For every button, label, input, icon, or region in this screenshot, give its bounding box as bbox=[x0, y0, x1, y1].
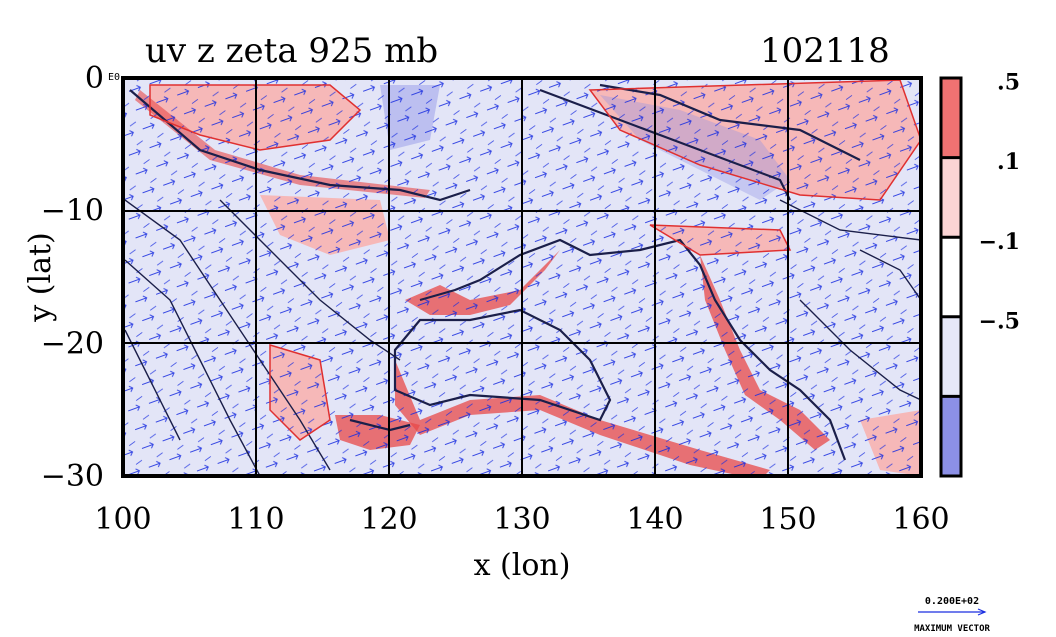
colorbar-label: .1 bbox=[997, 149, 1020, 175]
chart-timestamp: 102118 bbox=[760, 31, 890, 71]
x-tick-label: 100 bbox=[94, 502, 151, 537]
positive-contours bbox=[149, 79, 921, 441]
vector-legend-label: MAXIMUM VECTOR bbox=[914, 624, 990, 634]
coastlines bbox=[129, 83, 861, 461]
colorbar-frame bbox=[939, 76, 963, 478]
x-axis-label: x (lon) bbox=[474, 548, 571, 583]
colorbar-label: −.5 bbox=[979, 308, 1020, 334]
y-axis-ticks: 0 −10 −20 −30 bbox=[41, 61, 104, 494]
colorbar-segment bbox=[941, 237, 961, 317]
colorbar-segment bbox=[941, 316, 961, 397]
x-tick-label: 160 bbox=[892, 502, 949, 537]
vector-legend-arrowhead bbox=[977, 608, 987, 616]
x-tick-label: 110 bbox=[227, 502, 284, 537]
x-tick-label: 130 bbox=[493, 502, 550, 537]
y-tick-extra-label: E0 bbox=[108, 72, 120, 83]
y-tick-label: −30 bbox=[41, 459, 104, 494]
y-tick-label: −20 bbox=[41, 326, 104, 361]
x-tick-label: 140 bbox=[626, 502, 683, 537]
x-tick-label: 120 bbox=[360, 502, 417, 537]
y-tick-label: −10 bbox=[41, 194, 104, 229]
plot-frame bbox=[121, 76, 923, 478]
vector-legend-value: 0.200E+02 bbox=[925, 596, 979, 607]
colorbar-segment bbox=[941, 396, 961, 476]
y-tick-label: 0 bbox=[85, 61, 104, 96]
colorbar: .5 .1 −.1 −.5 bbox=[939, 70, 1020, 478]
colorbar-label: .5 bbox=[997, 70, 1020, 96]
vector-legend: 0.200E+02 MAXIMUM VECTOR bbox=[914, 596, 990, 634]
height-contours bbox=[124, 199, 921, 476]
colorbar-segment bbox=[941, 157, 961, 238]
chart-title: uv z zeta 925 mb bbox=[145, 31, 438, 71]
colorbar-segment bbox=[941, 78, 961, 158]
grid bbox=[123, 78, 921, 476]
x-tick-label: 150 bbox=[759, 502, 816, 537]
x-axis-ticks: 100 110 120 130 140 150 160 bbox=[94, 502, 949, 537]
colorbar-label: −.1 bbox=[979, 229, 1020, 255]
y-axis-label: y (lat) bbox=[23, 232, 58, 322]
plot-area bbox=[121, 76, 923, 478]
